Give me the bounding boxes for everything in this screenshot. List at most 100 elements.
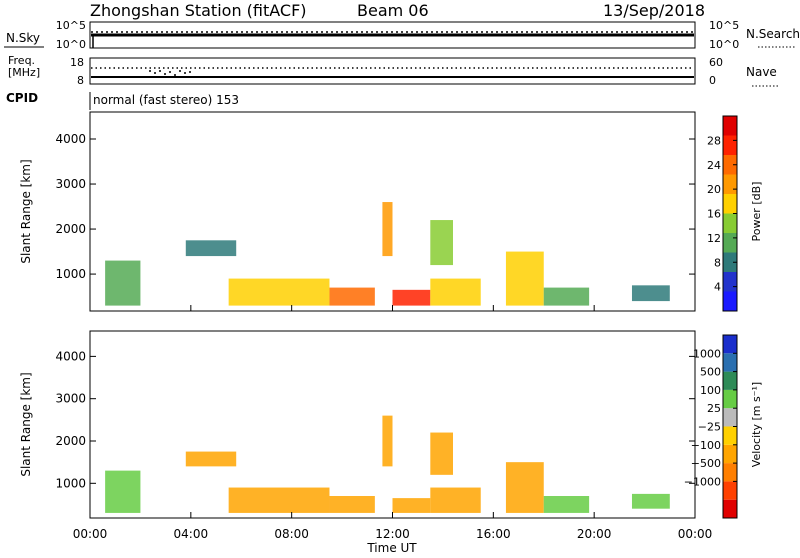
power-colorbar-cell: [723, 155, 737, 175]
velocity-colorbar-cell: [723, 499, 737, 518]
power-colorbar-tick-label: 12: [707, 232, 721, 245]
power-ytick-label: 1000: [55, 267, 86, 281]
nsky-label: N.Sky: [6, 31, 40, 45]
power-echo-region: [185, 240, 237, 257]
velocity-colorbar-tick-label: −25: [698, 421, 721, 434]
velocity-ytick-label: 3000: [55, 392, 86, 406]
power-echo-region: [105, 260, 141, 306]
nsearch-label: N.Search: [746, 27, 800, 41]
velocity-colorbar-cell: [723, 371, 737, 390]
velocity-echo-region: [543, 496, 590, 513]
velocity-ylabel: Slant Range [km]: [19, 372, 33, 476]
power-colorbar-tick-label: 28: [707, 134, 721, 147]
time-tick-label: 08:00: [274, 527, 309, 541]
power-ylabel: Slant Range [km]: [19, 159, 33, 263]
time-axis-label: Time UT: [366, 541, 417, 554]
time-tick-label: 12:00: [375, 527, 410, 541]
power-colorbar-label: Power [dB]: [750, 182, 763, 242]
velocity-colorbar-tick-label: −500: [691, 457, 721, 470]
velocity-colorbar-tick-label: 500: [700, 366, 721, 379]
velocity-echo-region: [105, 470, 141, 513]
freq-tick-top: 18: [70, 56, 84, 69]
velocity-colorbar-cell: [723, 463, 737, 482]
power-ytick-label: 3000: [55, 177, 86, 191]
velocity-colorbar: 1000 500 100 25 −25 −100 −500 −1000 Velocity [m …: [684, 334, 763, 519]
velocity-echo-region: [382, 415, 393, 467]
power-colorbar-cell: [723, 233, 737, 253]
power-colorbar-cell: [723, 272, 737, 292]
velocity-colorbar-label: Velocity [m s⁻¹]: [750, 382, 763, 467]
power-colorbar-cell: [723, 213, 737, 233]
power-echo-region: [430, 278, 481, 306]
station-title: Zhongshan Station (fitACF): [90, 1, 307, 20]
power-colorbar-tick-label: 16: [707, 208, 721, 221]
power-echo-region: [382, 202, 393, 257]
freq-label-2: [MHz]: [8, 66, 40, 79]
nsearch-tick-bottom: 10^0: [709, 38, 739, 51]
time-axis: 00:00 04:00 08:00 12:00 16:00 20:00 00:00: [73, 527, 713, 541]
nsky-tick-top: 10^5: [56, 19, 86, 32]
power-colorbar: 4 8 12 16 20 24 28 Power [dB]: [707, 115, 763, 312]
beam-label: Beam 06: [357, 1, 429, 20]
power-colorbar-tick-label: 20: [707, 183, 721, 196]
velocity-colorbar-cell: [723, 353, 737, 372]
nsearch-tick-top: 10^5: [709, 19, 739, 32]
velocity-echo-region: [185, 451, 237, 467]
cpid-label: CPID: [6, 91, 38, 105]
date-label: 13/Sep/2018: [603, 1, 705, 20]
velocity-colorbar-tick-label: 100: [700, 384, 721, 397]
power-colorbar-cell: [723, 116, 737, 136]
freq-scatter-cluster: [149, 70, 191, 76]
velocity-echo-region: [329, 496, 375, 513]
power-echo-region: [228, 278, 330, 306]
velocity-colorbar-cell: [723, 335, 737, 354]
velocity-echo-region: [430, 487, 481, 513]
power-colorbar-cell: [723, 174, 737, 194]
velocity-ytick-label: 2000: [55, 434, 86, 448]
velocity-echo-region: [631, 493, 670, 509]
power-ytick-label: 4000: [55, 132, 86, 146]
nsky-tick-bottom: 10^0: [56, 38, 86, 51]
velocity-colorbar-cell: [723, 408, 737, 427]
power-colorbar-tick-label: 8: [714, 256, 721, 269]
freq-panel-frame: [89, 57, 696, 85]
power-panel: 1000 2000 3000 4000 Slant Range [km]: [19, 111, 696, 312]
power-colorbar-cell: [723, 194, 737, 214]
nave-tick-top: 60: [709, 56, 723, 69]
time-tick-label: 04:00: [174, 527, 209, 541]
cpid-value: normal (fast stereo) 153: [93, 93, 239, 107]
power-colorbar-cell: [723, 135, 737, 155]
velocity-echo-region: [505, 462, 544, 513]
velocity-colorbar-tick-label: 1000: [693, 347, 721, 360]
velocity-colorbar-tick-label: −1000: [684, 475, 721, 488]
freq-label-1: Freq.: [8, 54, 35, 67]
power-ytick-label: 2000: [55, 222, 86, 236]
velocity-colorbar-cell: [723, 389, 737, 409]
velocity-colorbar-cell: [723, 426, 737, 445]
time-tick-label: 20:00: [577, 527, 612, 541]
time-tick-label: 00:00: [73, 527, 108, 541]
power-colorbar-tick-label: 24: [707, 159, 721, 172]
velocity-colorbar-tick-label: 25: [707, 402, 721, 415]
nave-tick-bottom: 0: [709, 74, 716, 87]
time-tick-label: 00:00: [678, 527, 713, 541]
time-tick-label: 16:00: [476, 527, 511, 541]
power-echo-region: [631, 285, 670, 302]
velocity-colorbar-cell: [723, 444, 737, 464]
velocity-echo-region: [392, 498, 431, 513]
velocity-colorbar-tick-label: −100: [691, 439, 721, 452]
velocity-echo-region: [430, 432, 453, 475]
velocity-colorbar-cell: [723, 481, 737, 500]
power-echo-region: [430, 220, 453, 266]
velocity-panel: 1000 2000 3000 4000 Slant Range [km]: [19, 330, 696, 519]
power-colorbar-cell: [723, 291, 737, 311]
velocity-ytick-label: 1000: [55, 476, 86, 490]
freq-tick-bottom: 8: [77, 74, 84, 87]
power-echo-region: [505, 251, 544, 306]
power-echo-region: [543, 287, 590, 306]
power-echo-region: [329, 287, 375, 306]
velocity-ytick-label: 4000: [55, 349, 86, 363]
nsky-panel-frame: [89, 21, 696, 49]
velocity-echo-region: [228, 487, 330, 513]
